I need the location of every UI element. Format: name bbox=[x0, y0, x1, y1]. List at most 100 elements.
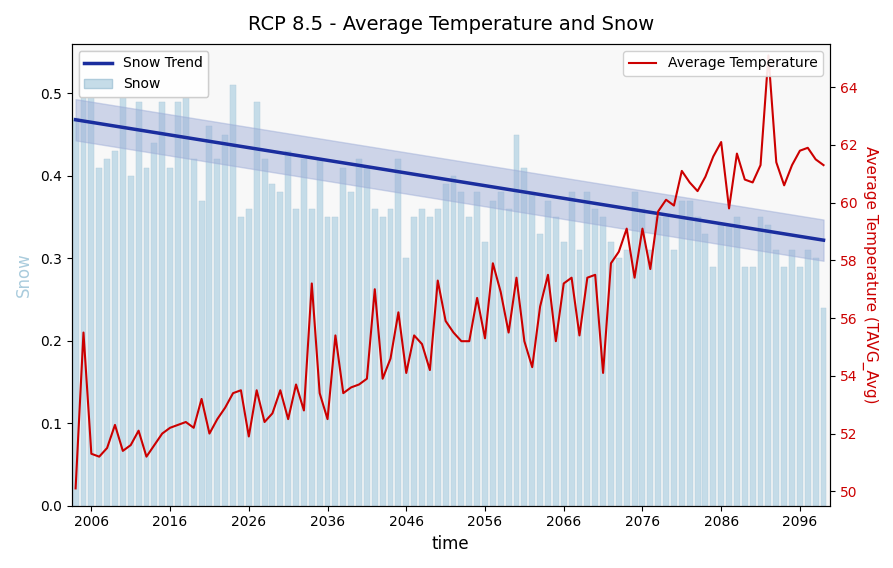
Bar bbox=[270, 184, 275, 506]
Bar bbox=[348, 193, 355, 506]
Bar bbox=[608, 242, 613, 506]
Bar bbox=[309, 209, 314, 506]
Bar bbox=[136, 102, 141, 506]
Bar bbox=[703, 233, 708, 506]
Bar bbox=[206, 126, 213, 506]
Bar bbox=[332, 217, 338, 506]
Average Temperature bbox=[818, 162, 829, 169]
Bar bbox=[364, 168, 370, 506]
Bar bbox=[765, 225, 772, 506]
Bar bbox=[88, 93, 95, 506]
Average Temperature bbox=[472, 294, 482, 301]
Bar bbox=[797, 266, 803, 506]
Bar bbox=[191, 160, 196, 506]
Bar bbox=[301, 160, 307, 506]
Bar bbox=[96, 168, 102, 506]
Bar bbox=[72, 118, 79, 506]
Bar bbox=[695, 217, 700, 506]
Line: Snow Trend: Snow Trend bbox=[76, 120, 823, 240]
Bar bbox=[671, 250, 677, 506]
Bar bbox=[396, 160, 401, 506]
Bar bbox=[553, 217, 559, 506]
Bar bbox=[214, 160, 221, 506]
Average Temperature bbox=[393, 309, 404, 316]
Bar bbox=[458, 193, 464, 506]
Bar bbox=[522, 168, 527, 506]
Bar bbox=[411, 217, 417, 506]
Snow Trend bbox=[393, 168, 404, 175]
Bar bbox=[813, 258, 819, 506]
Bar bbox=[482, 242, 488, 506]
Bar bbox=[718, 225, 724, 506]
Bar bbox=[128, 176, 134, 506]
Legend: Snow Trend, Snow: Snow Trend, Snow bbox=[79, 51, 208, 97]
Bar bbox=[545, 201, 551, 506]
Bar bbox=[238, 217, 244, 506]
Bar bbox=[427, 217, 433, 506]
Bar bbox=[513, 135, 520, 506]
Bar bbox=[80, 93, 87, 506]
Snow Trend bbox=[71, 116, 81, 123]
Bar bbox=[734, 217, 740, 506]
Bar bbox=[538, 233, 543, 506]
Bar bbox=[639, 209, 646, 506]
Bar bbox=[577, 250, 582, 506]
Bar bbox=[293, 209, 299, 506]
Bar bbox=[474, 193, 480, 506]
Bar bbox=[592, 209, 598, 506]
Bar bbox=[254, 102, 260, 506]
Bar bbox=[655, 217, 661, 506]
Snow Trend bbox=[472, 181, 482, 188]
Line: Average Temperature: Average Temperature bbox=[76, 56, 823, 488]
Bar bbox=[679, 201, 685, 506]
Bar bbox=[317, 160, 322, 506]
Bar bbox=[144, 168, 149, 506]
Title: RCP 8.5 - Average Temperature and Snow: RCP 8.5 - Average Temperature and Snow bbox=[247, 15, 654, 34]
Bar bbox=[710, 266, 716, 506]
Bar bbox=[388, 209, 394, 506]
Bar bbox=[530, 193, 535, 506]
Bar bbox=[584, 193, 590, 506]
Bar bbox=[159, 102, 165, 506]
Y-axis label: Snow: Snow bbox=[15, 252, 33, 297]
Bar bbox=[451, 176, 456, 506]
Bar bbox=[175, 102, 181, 506]
Bar bbox=[466, 217, 472, 506]
Bar bbox=[757, 217, 764, 506]
Bar bbox=[262, 160, 268, 506]
Bar bbox=[120, 93, 126, 506]
Bar bbox=[278, 193, 283, 506]
Bar bbox=[183, 85, 188, 506]
Bar bbox=[561, 242, 567, 506]
Bar bbox=[198, 201, 204, 506]
Bar bbox=[230, 85, 236, 506]
Bar bbox=[789, 250, 795, 506]
Average Temperature bbox=[448, 329, 459, 336]
Bar bbox=[726, 225, 732, 506]
Y-axis label: Average Temperature (TAVG_Avg): Average Temperature (TAVG_Avg) bbox=[862, 146, 878, 403]
Snow Trend bbox=[755, 227, 766, 233]
Bar bbox=[773, 250, 780, 506]
Bar bbox=[404, 258, 409, 506]
Average Temperature bbox=[172, 421, 183, 428]
Average Temperature bbox=[283, 416, 294, 423]
Legend: Average Temperature: Average Temperature bbox=[623, 51, 822, 76]
Bar bbox=[380, 217, 386, 506]
Snow Trend bbox=[818, 237, 829, 244]
Snow Trend bbox=[448, 177, 459, 184]
Bar bbox=[222, 135, 228, 506]
X-axis label: time: time bbox=[432, 535, 470, 553]
Bar bbox=[781, 266, 787, 506]
Average Temperature bbox=[71, 485, 81, 492]
Bar bbox=[505, 209, 512, 506]
Bar bbox=[742, 266, 747, 506]
Bar bbox=[687, 201, 693, 506]
Bar bbox=[569, 193, 574, 506]
Bar bbox=[340, 168, 346, 506]
Snow Trend bbox=[283, 151, 294, 157]
Bar bbox=[371, 209, 378, 506]
Bar bbox=[497, 193, 504, 506]
Bar bbox=[419, 209, 425, 506]
Bar bbox=[647, 250, 654, 506]
Snow Trend bbox=[172, 133, 183, 140]
